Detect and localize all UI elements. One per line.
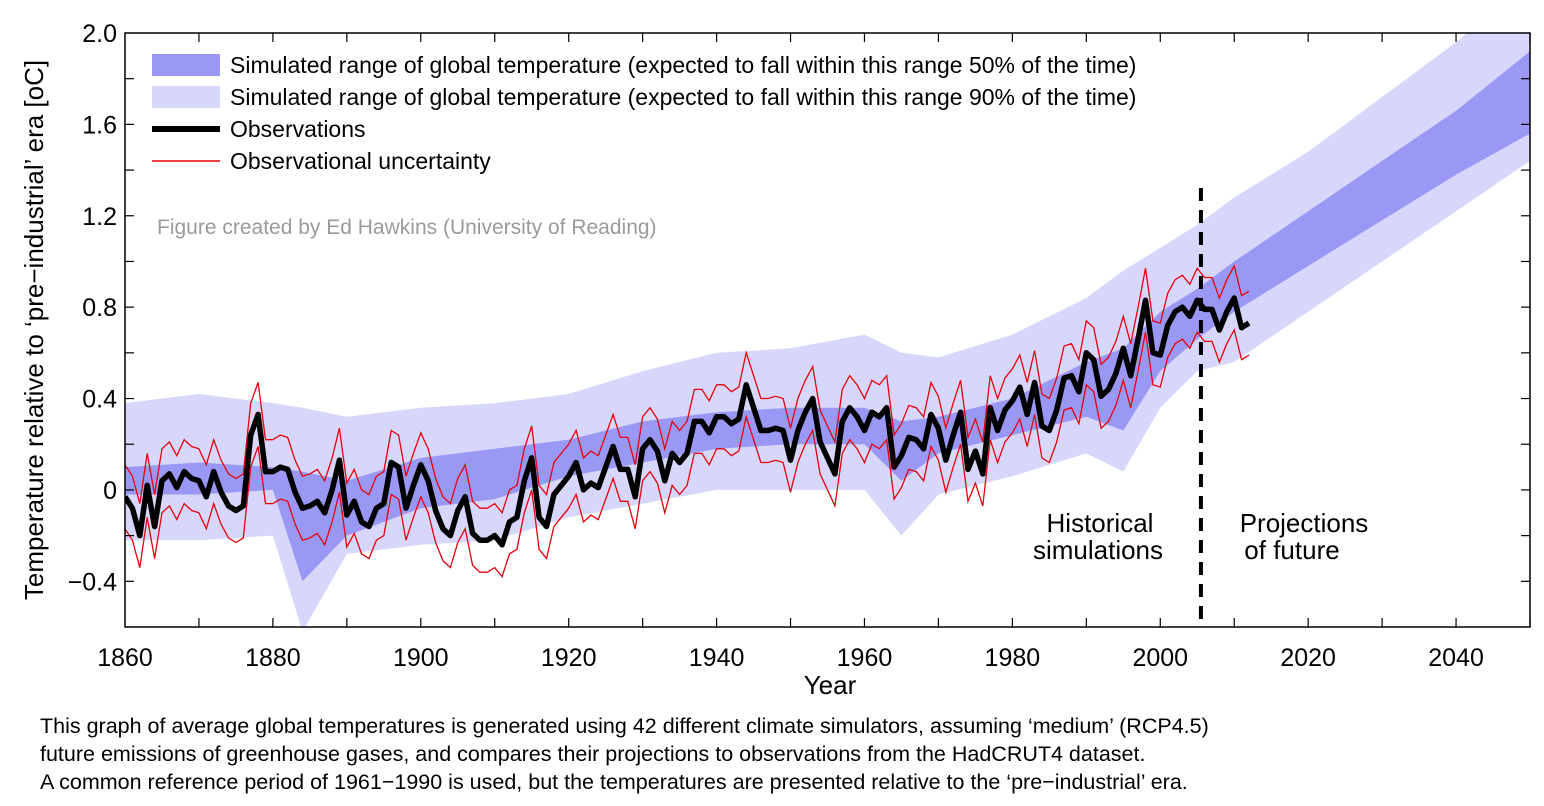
- y-tick-label: 0.4: [82, 386, 117, 414]
- caption-line-2: future emissions of greenhouse gases, an…: [40, 742, 1146, 766]
- uncertainty-upper-line: [125, 264, 1250, 515]
- legend-label-observations: Observations: [230, 116, 366, 142]
- projection-label-line1: Projections: [1240, 508, 1369, 538]
- x-tick-label: 1860: [97, 644, 153, 672]
- historical-label-line1: Historical: [1047, 508, 1154, 538]
- x-tick-label: 2020: [1280, 644, 1336, 672]
- x-tick-label: 1900: [393, 644, 449, 672]
- caption-line-1: This graph of average global temperature…: [40, 714, 1209, 738]
- projection-label-line2: of future: [1244, 535, 1339, 565]
- x-tick-label: 1940: [689, 644, 745, 672]
- plot-frame: [124, 32, 1531, 628]
- observation-lines: [125, 264, 1251, 579]
- temperature-chart: 1860 1880 1900 1920 1940 1960 1980 2000 2020 2040…: [19, 20, 1531, 700]
- legend-swatch-50pct: [152, 54, 220, 76]
- y-tick-label: 1.6: [82, 111, 117, 139]
- legend-label-50pct: Simulated range of global temperature (e…: [230, 52, 1136, 78]
- caption-line-3: A common reference period of 1961−1990 i…: [40, 770, 1188, 794]
- historical-label-line2: simulations: [1033, 535, 1163, 565]
- legend-label-90pct: Simulated range of global temperature (e…: [230, 84, 1136, 110]
- legend-label-uncertainty: Observational uncertainty: [230, 148, 491, 174]
- y-axis-title: Temperature relative to ‘pre−industrial’…: [19, 60, 49, 600]
- x-axis-title: Year: [804, 670, 857, 700]
- y-tick-label: −0.4: [68, 568, 117, 596]
- axis-ticks: 1860 1880 1900 1920 1940 1960 1980 2000 2020 2040…: [68, 20, 1531, 672]
- figure-caption: This graph of average global temperature…: [40, 712, 1530, 796]
- x-tick-label: 1880: [245, 644, 301, 672]
- uncertainty-lower-line: [125, 328, 1250, 579]
- simulated-range-bands: [125, 33, 1530, 627]
- y-tick-label: 2.0: [82, 20, 117, 48]
- legend: Simulated range of global temperature (e…: [152, 52, 1136, 174]
- observations-line: [125, 295, 1251, 548]
- plot-area: [125, 33, 1530, 627]
- y-tick-label: 1.2: [82, 203, 117, 231]
- x-tick-label: 1960: [837, 644, 893, 672]
- x-tick-label: 2040: [1428, 644, 1484, 672]
- x-tick-label: 1920: [541, 644, 597, 672]
- y-tick-label: 0: [103, 477, 117, 505]
- x-tick-label: 2000: [1132, 644, 1188, 672]
- y-tick-label: 0.8: [82, 294, 117, 322]
- figure-credit: Figure created by Ed Hawkins (University…: [157, 216, 657, 239]
- legend-swatch-90pct: [152, 86, 220, 108]
- x-tick-label: 1980: [985, 644, 1041, 672]
